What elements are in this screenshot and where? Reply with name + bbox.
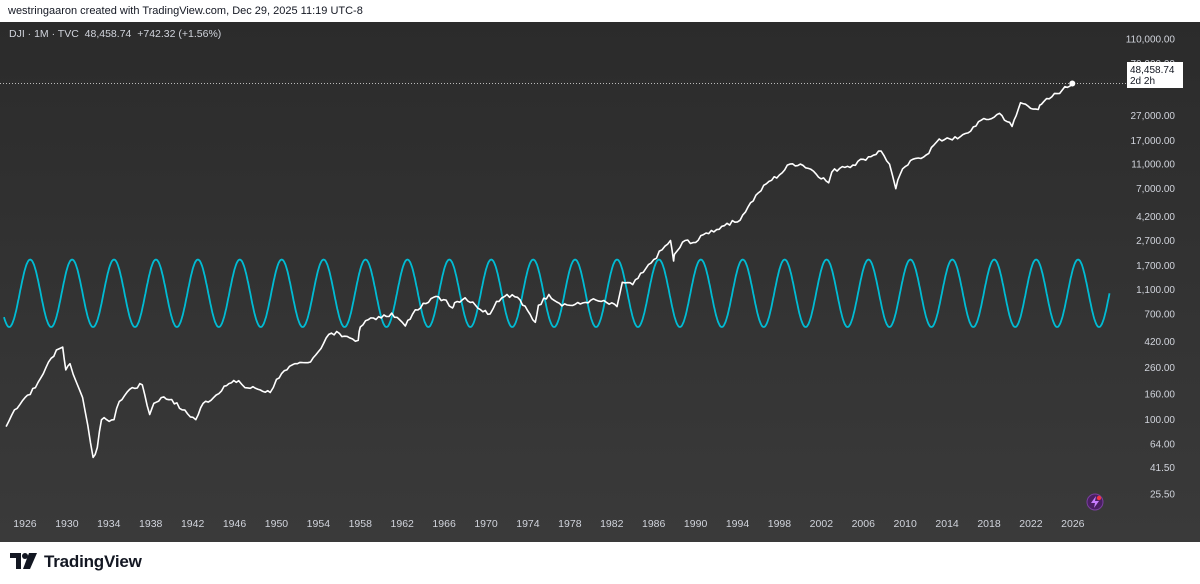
time-tick-label: 2018 — [977, 518, 1001, 530]
legend-change: +742.32 (+1.56%) — [137, 28, 222, 40]
time-tick-label: 1942 — [181, 518, 205, 530]
time-tick-label: 1962 — [391, 518, 415, 530]
price-tick-label: 41.50 — [1150, 463, 1175, 474]
price-tick-label: 11,000.00 — [1131, 160, 1175, 171]
cycle-series-line — [3, 258, 1111, 328]
price-tick-label: 1,700.00 — [1136, 261, 1175, 272]
brand-name: TradingView — [44, 552, 142, 571]
price-tick-label: 2,700.00 — [1136, 236, 1175, 247]
time-tick-label: 1990 — [684, 518, 708, 530]
price-tick-label: 260.00 — [1144, 363, 1175, 374]
footer: TradingView — [0, 542, 1200, 584]
tradingview-logo[interactable]: TradingView — [10, 552, 142, 572]
price-label-box: 48,458.74 2d 2h — [1127, 62, 1183, 88]
time-tick-label: 1994 — [726, 518, 750, 530]
price-tick-label: 420.00 — [1144, 337, 1175, 348]
dji-price-line — [5, 82, 1073, 459]
time-tick-label: 1946 — [223, 518, 247, 530]
time-tick-label: 1966 — [432, 518, 456, 530]
time-tick-label: 1998 — [768, 518, 792, 530]
chart-area[interactable]: 110,000.0070,000.0027,000.0017,000.0011,… — [0, 22, 1200, 542]
time-tick-label: 1974 — [516, 518, 540, 530]
time-tick-label: 1950 — [265, 518, 289, 530]
price-tick-label: 110,000.00 — [1126, 34, 1176, 45]
time-tick-label: 2014 — [935, 518, 959, 530]
price-tick-label: 7,000.00 — [1136, 184, 1175, 195]
tradingview-logo-icon — [10, 553, 37, 569]
price-tick-label: 4,200.00 — [1136, 212, 1175, 223]
time-tick-label: 1938 — [139, 518, 163, 530]
attribution-text: westringaaron created with TradingView.c… — [8, 5, 363, 17]
time-tick-label: 2022 — [1019, 518, 1043, 530]
price-axis[interactable]: 110,000.0070,000.0027,000.0017,000.0011,… — [1126, 34, 1176, 500]
price-tick-label: 27,000.00 — [1131, 111, 1176, 122]
legend-price: 48,458.74 — [84, 28, 132, 40]
time-tick-label: 1986 — [642, 518, 666, 530]
price-tick-label: 1,100.00 — [1136, 285, 1175, 296]
time-tick-label: 1926 — [13, 518, 37, 530]
time-tick-label: 2006 — [852, 518, 876, 530]
price-tick-label: 17,000.00 — [1131, 136, 1176, 147]
price-tick-label: 64.00 — [1150, 439, 1175, 450]
time-tick-label: 2026 — [1061, 518, 1085, 530]
price-tick-label: 700.00 — [1144, 309, 1175, 320]
legend-symbol: DJI · 1M · TVC — [9, 28, 79, 40]
price-tick-label: 160.00 — [1144, 390, 1175, 401]
time-tick-label: 2002 — [810, 518, 834, 530]
attribution-bar: westringaaron created with TradingView.c… — [0, 0, 1200, 22]
price-tick-label: 25.50 — [1150, 489, 1175, 500]
last-price-point — [1069, 80, 1076, 87]
price-label-value: 48,458.74 — [1130, 65, 1175, 76]
time-tick-label: 1958 — [349, 518, 373, 530]
time-tick-label: 1954 — [307, 518, 331, 530]
time-axis[interactable]: 1926 1930 1934 1938 1942 1946 1950 1954 1958 1962… — [13, 518, 1084, 530]
price-chart[interactable]: 110,000.0070,000.0027,000.0017,000.0011,… — [0, 22, 1200, 542]
time-tick-label: 1934 — [97, 518, 121, 530]
time-tick-label: 1982 — [600, 518, 624, 530]
price-tick-label: 100.00 — [1144, 415, 1175, 426]
time-tick-label: 1970 — [474, 518, 498, 530]
time-tick-label: 1978 — [558, 518, 582, 530]
symbol-legend[interactable]: DJI · 1M · TVC 48,458.74 +742.32 (+1.56%… — [9, 28, 221, 40]
time-tick-label: 2010 — [894, 518, 918, 530]
price-label-countdown: 2d 2h — [1130, 76, 1155, 87]
lightning-icon[interactable] — [1086, 493, 1104, 511]
time-tick-label: 1930 — [55, 518, 79, 530]
